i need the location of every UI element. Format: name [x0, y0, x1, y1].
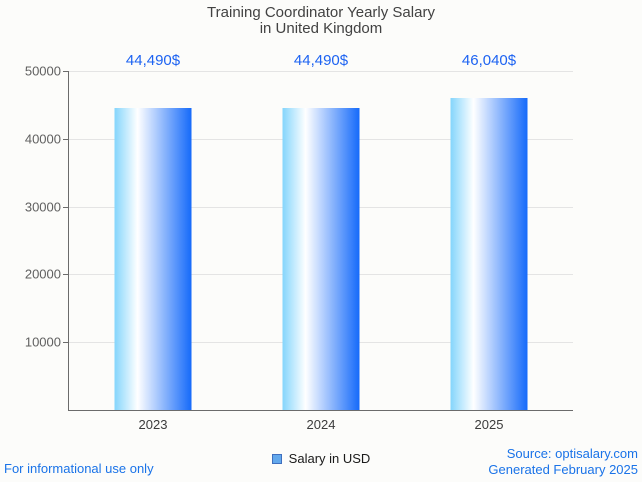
plot-area: 10000 20000 30000 40000 50000 44,490$ 2023 44,4… [25, 52, 573, 432]
y-tick-mark-40000 [63, 138, 68, 140]
bar-2025[interactable] [450, 97, 528, 410]
y-tick-mark-50000 [63, 71, 68, 72]
chart-title-line2: in United Kingdom [259, 20, 383, 37]
y-tick-label-40000: 40000 [24, 131, 61, 147]
x-axis-label-2024: 2024 [306, 417, 336, 432]
y-tick-label-20000: 20000 [24, 266, 61, 282]
y-tick-mark-20000 [63, 274, 68, 276]
source-attribution: Source: optisalary.com Generated Februar… [488, 446, 638, 478]
informational-note: For informational use only [4, 461, 154, 476]
y-tick-label-30000: 30000 [24, 199, 61, 215]
legend: Salary in USD [0, 451, 642, 466]
gridline-50000 [69, 71, 573, 72]
y-tick-mark-30000 [63, 206, 68, 208]
bar-value-label-2025: 46,040$ [461, 52, 517, 69]
generated-date: Generated February 2025 [488, 462, 638, 477]
source-link: Source: optisalary.com [506, 446, 638, 461]
bar-value-label-2024: 44,490$ [293, 52, 349, 69]
y-tick-label-50000: 50000 [24, 63, 61, 79]
legend-swatch-icon [271, 453, 282, 464]
x-axis-label-2025: 2025 [474, 417, 504, 432]
bar-value-label-2023: 44,490$ [125, 52, 181, 69]
y-tick-mark-10000 [63, 342, 68, 344]
bar-2023[interactable] [114, 108, 192, 410]
bar-2024[interactable] [282, 108, 360, 410]
chart-title: Training Coordinator Yearly Salary in Un… [0, 5, 642, 37]
x-axis-label-2023: 2023 [138, 417, 168, 432]
y-tick-label-10000: 10000 [24, 334, 61, 350]
chart-title-line1: Training Coordinator Yearly Salary [207, 4, 435, 21]
legend-label: Salary in USD [288, 451, 371, 466]
